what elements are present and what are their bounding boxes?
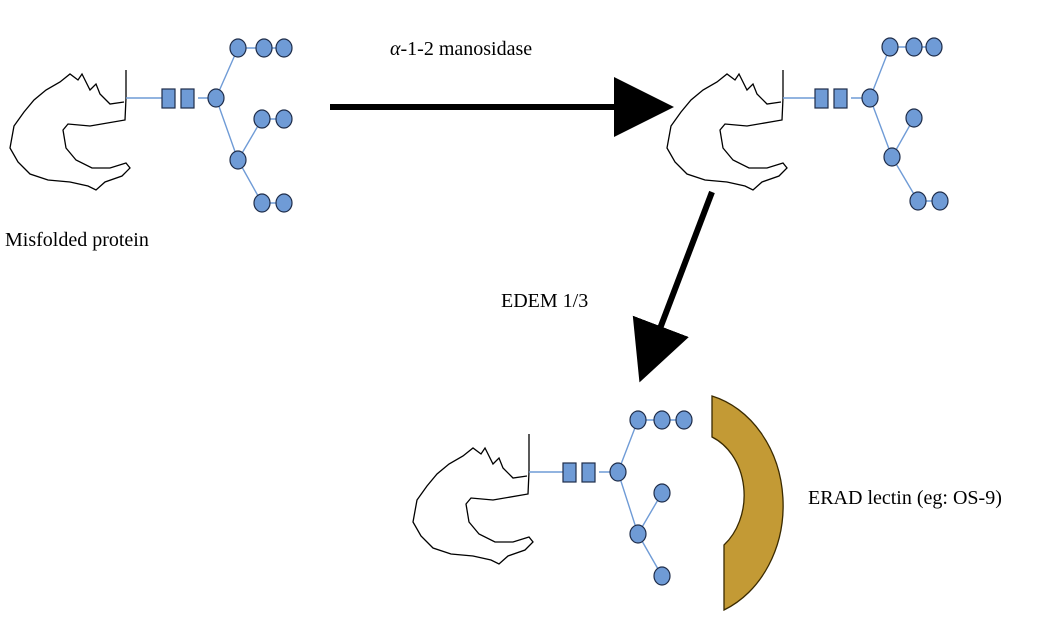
erad-lectin-label: ERAD lectin (eg: OS-9)	[808, 487, 1002, 509]
glycan-bond	[869, 97, 893, 158]
mannose-circle	[925, 37, 943, 57]
mannose-circle	[881, 37, 899, 57]
trimmed-glycan	[783, 37, 949, 211]
mannose-circle	[931, 191, 949, 211]
glcnac-square	[581, 462, 596, 483]
mannose-circle	[275, 109, 293, 129]
glycan-bond	[215, 97, 239, 161]
mannose-circle	[207, 88, 225, 108]
mannose-circle	[255, 38, 273, 58]
misfolded-protein-shape	[412, 434, 534, 565]
glcnac-square	[814, 88, 829, 109]
erad-lectin-shape	[711, 395, 784, 612]
misfolded-protein-shape	[9, 70, 131, 191]
mannose-circle	[229, 38, 247, 58]
arrow-edem	[632, 190, 715, 383]
glycan-bond	[617, 471, 639, 535]
mannose-circle	[253, 109, 271, 129]
mannose-circle	[861, 88, 879, 108]
mannose-circle	[275, 193, 293, 213]
mannose-circle	[905, 37, 923, 57]
mannose-circle	[229, 150, 247, 170]
mannose-circle	[905, 108, 923, 128]
enzyme-mannosidase-label: α-1-2 manosidase	[390, 39, 532, 59]
mannose-circle	[883, 147, 901, 167]
alpha-symbol: α	[390, 38, 401, 60]
mannose-circle	[909, 191, 927, 211]
mannose-circle	[653, 566, 671, 586]
mannose-circle	[609, 462, 627, 482]
enzyme-mannosidase-text: -1-2 manosidase	[400, 38, 533, 60]
mannose-circle	[653, 410, 671, 430]
mannose-circle	[653, 483, 671, 503]
mannose-circle	[675, 410, 693, 430]
edem-glycan	[529, 410, 693, 586]
mannose-circle	[253, 193, 271, 213]
glcnac-square	[161, 88, 176, 109]
initial-glycan	[161, 38, 293, 213]
glcnac-square	[562, 462, 577, 483]
mannose-circle	[275, 38, 293, 58]
edem-label: EDEM 1/3	[501, 290, 589, 312]
misfolded-protein-shape	[666, 70, 788, 191]
mannose-circle	[629, 410, 647, 430]
mannose-circle	[629, 524, 647, 544]
glcnac-square	[180, 88, 195, 109]
misfolded-protein-label: Misfolded protein	[5, 229, 149, 251]
glcnac-square	[833, 88, 848, 109]
